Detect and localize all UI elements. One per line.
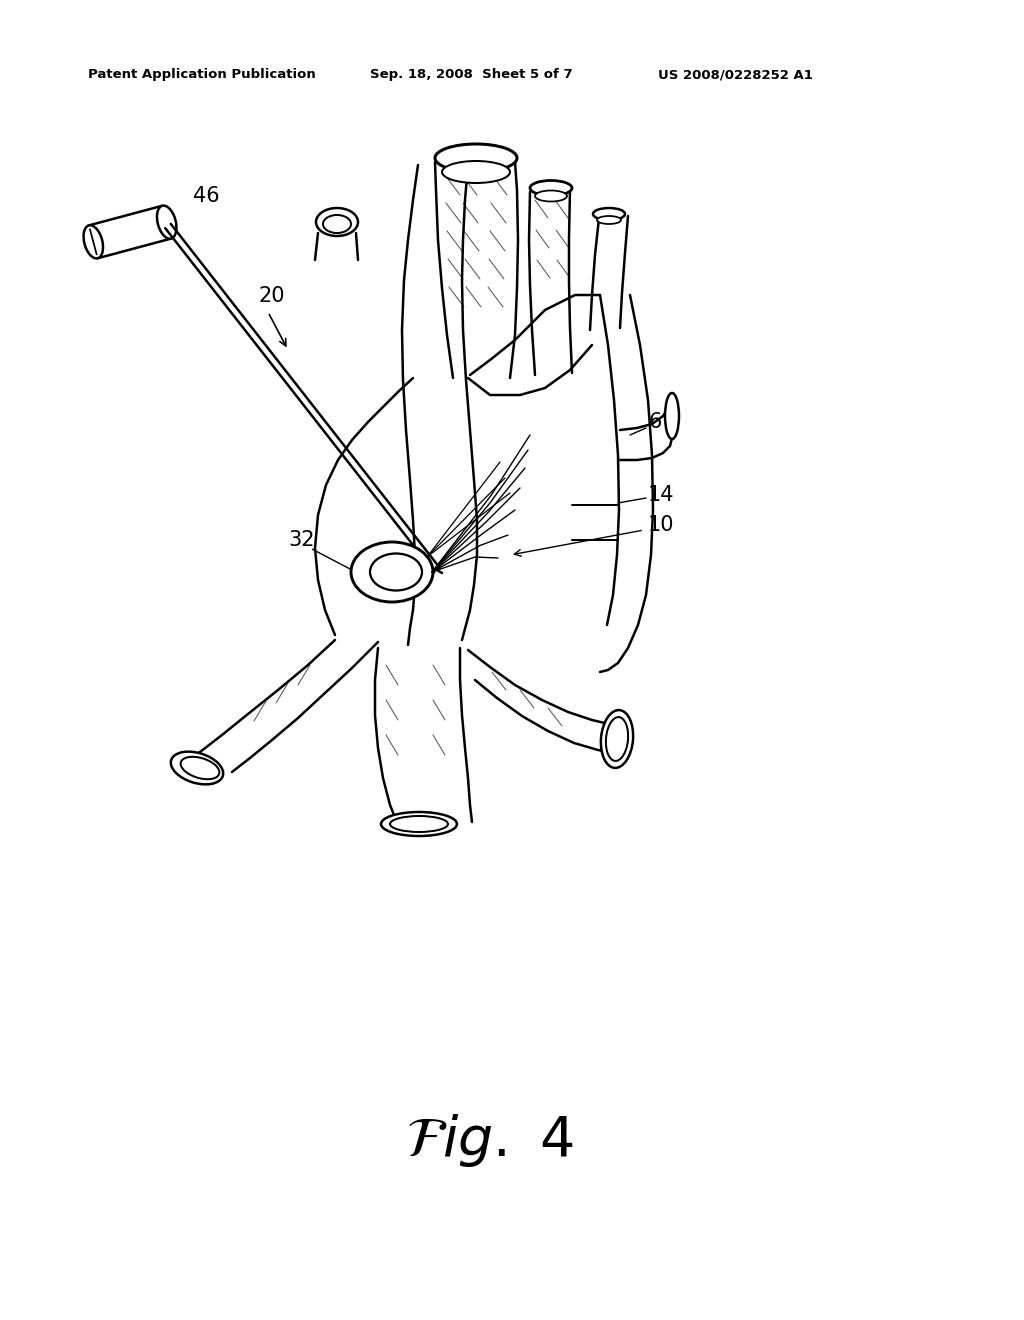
Text: 10: 10 [648,515,675,535]
Ellipse shape [323,215,351,234]
Text: Patent Application Publication: Patent Application Publication [88,69,315,81]
Ellipse shape [530,181,572,195]
Text: 6: 6 [648,412,662,432]
Text: 32: 32 [288,531,314,550]
Ellipse shape [171,751,223,784]
Ellipse shape [535,190,567,202]
Text: 20: 20 [258,286,285,306]
Text: 14: 14 [648,484,675,506]
Ellipse shape [435,144,517,172]
Text: Sep. 18, 2008  Sheet 5 of 7: Sep. 18, 2008 Sheet 5 of 7 [370,69,572,81]
Ellipse shape [593,209,625,220]
Ellipse shape [84,226,103,259]
Ellipse shape [665,393,679,440]
Ellipse shape [597,216,621,224]
Ellipse shape [370,553,422,590]
Text: US 2008/0228252 A1: US 2008/0228252 A1 [658,69,813,81]
Text: $\mathcal{F}ig.\ 4$: $\mathcal{F}ig.\ 4$ [407,1111,573,1170]
Ellipse shape [442,161,510,183]
Ellipse shape [180,756,219,779]
Ellipse shape [316,209,358,236]
Ellipse shape [381,812,457,836]
Text: 46: 46 [193,186,219,206]
Ellipse shape [351,543,433,602]
Ellipse shape [606,717,628,760]
Ellipse shape [390,816,449,832]
Ellipse shape [157,206,176,239]
Ellipse shape [601,710,633,768]
